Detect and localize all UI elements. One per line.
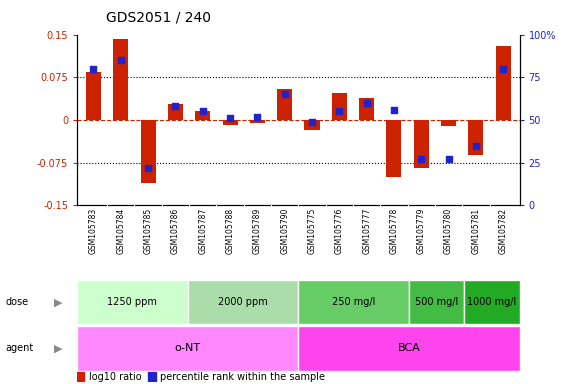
Point	[253, 114, 262, 120]
Text: ▶: ▶	[54, 297, 63, 308]
Text: GSM105786: GSM105786	[171, 208, 180, 254]
Bar	[86, 71, 101, 120]
Bar	[468, 120, 484, 155]
Text: GSM105777: GSM105777	[362, 208, 371, 254]
Point	[498, 66, 508, 72]
Bar	[250, 120, 265, 123]
Point	[280, 91, 289, 98]
Bar	[298, 326, 520, 371]
Text: ▶: ▶	[54, 343, 63, 354]
Text: 250 mg/l: 250 mg/l	[332, 297, 375, 308]
Point	[307, 119, 316, 125]
Point	[389, 107, 399, 113]
Text: BCA: BCA	[397, 343, 420, 354]
Text: dose: dose	[6, 297, 29, 308]
Text: 2000 ppm: 2000 ppm	[218, 297, 268, 308]
Text: agent: agent	[6, 343, 34, 354]
Bar	[414, 120, 429, 169]
Point	[171, 103, 180, 109]
Text: log10 ratio: log10 ratio	[89, 372, 141, 382]
Bar	[277, 89, 292, 120]
Text: GSM105780: GSM105780	[444, 208, 453, 254]
Text: GSM105785: GSM105785	[144, 208, 152, 254]
Point	[471, 142, 480, 149]
Text: 1000 mg/l: 1000 mg/l	[467, 297, 517, 308]
Bar	[188, 280, 298, 324]
Bar	[441, 120, 456, 126]
Bar	[77, 372, 85, 381]
Text: GDS2051 / 240: GDS2051 / 240	[106, 11, 211, 25]
Point	[116, 57, 126, 63]
Bar	[195, 111, 210, 120]
Point	[198, 108, 207, 114]
Text: GSM105789: GSM105789	[253, 208, 262, 254]
Text: GSM105784: GSM105784	[116, 208, 125, 254]
Bar	[387, 120, 401, 177]
Text: GSM105783: GSM105783	[89, 208, 98, 254]
Bar	[113, 39, 128, 120]
Text: GSM105778: GSM105778	[389, 208, 399, 254]
Text: o-NT: o-NT	[175, 343, 201, 354]
Bar	[223, 120, 238, 124]
Bar	[148, 372, 155, 381]
Bar	[304, 120, 320, 130]
Text: GSM105781: GSM105781	[472, 208, 480, 254]
Point	[417, 156, 426, 162]
Point	[143, 165, 152, 171]
Bar	[359, 98, 374, 120]
Text: 1250 ppm: 1250 ppm	[107, 297, 158, 308]
Bar	[298, 280, 409, 324]
Bar	[332, 93, 347, 120]
Bar	[77, 326, 298, 371]
Text: GSM105775: GSM105775	[308, 208, 316, 254]
Text: GSM105782: GSM105782	[498, 208, 508, 254]
Point	[335, 108, 344, 114]
Point	[444, 156, 453, 162]
Text: GSM105790: GSM105790	[280, 208, 289, 254]
Point	[89, 66, 98, 72]
Text: GSM105776: GSM105776	[335, 208, 344, 254]
Text: percentile rank within the sample: percentile rank within the sample	[160, 372, 325, 382]
Text: GSM105788: GSM105788	[226, 208, 235, 254]
Bar	[140, 120, 156, 183]
Text: 500 mg/l: 500 mg/l	[415, 297, 459, 308]
Point	[226, 115, 235, 121]
Text: GSM105787: GSM105787	[198, 208, 207, 254]
Bar	[168, 104, 183, 120]
Bar	[77, 280, 188, 324]
Bar	[409, 280, 464, 324]
Bar	[464, 280, 520, 324]
Bar	[496, 46, 510, 120]
Point	[362, 100, 371, 106]
Text: GSM105779: GSM105779	[417, 208, 426, 254]
